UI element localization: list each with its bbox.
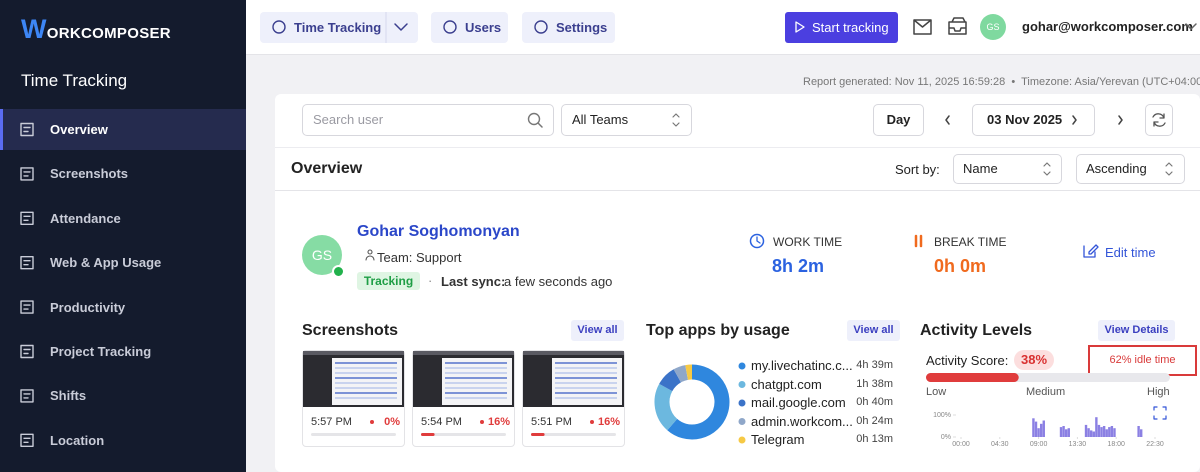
screenshot-card[interactable] <box>412 350 515 447</box>
sidebar-title: Time Tracking <box>21 71 128 90</box>
app-name: mail.google.com <box>751 395 846 410</box>
activity-percent: 16% <box>487 416 510 428</box>
break-time-value: 0h 0m <box>934 256 987 276</box>
level-label: High <box>1147 386 1170 398</box>
section-title: Screenshots <box>302 322 399 339</box>
activity-dot <box>370 420 374 424</box>
work-time-value: 8h 2m <box>772 256 825 276</box>
screenshot-time: 5:57 PM <box>311 416 352 428</box>
period-button[interactable] <box>873 104 924 136</box>
date-label: 03 Nov 2025 <box>987 112 1063 127</box>
app-time: 4h 39m <box>856 359 893 371</box>
nav-item[interactable] <box>0 420 246 461</box>
break-time-label: BREAK TIME <box>934 235 1007 249</box>
avatar-initials: GS <box>986 22 1000 32</box>
activity-percent: 0% <box>384 416 400 428</box>
period-label: Day <box>886 112 911 127</box>
screenshot-time: 5:54 PM <box>421 416 462 428</box>
nav-label: Productivity <box>50 299 126 315</box>
report-info: Report generated: Nov 11, 2025 16:59:28 … <box>803 76 1200 88</box>
screenshot-card[interactable] <box>302 350 405 447</box>
app-time: 0h 24m <box>856 414 893 427</box>
status-badge: Tracking <box>357 272 420 290</box>
nav-item[interactable] <box>0 198 246 239</box>
level-label: Medium <box>1026 386 1066 398</box>
view-all-button[interactable]: View all <box>571 320 624 341</box>
screenshot-time: 5:51 PM <box>531 416 572 428</box>
nav-label: Web & App Usage <box>50 255 162 271</box>
user-team: Team: Support <box>377 250 462 265</box>
team-select[interactable] <box>561 104 692 136</box>
nav-label: Overview <box>50 122 108 137</box>
logo: WORKCOMPOSER <box>21 14 171 44</box>
screenshot-card[interactable] <box>522 350 625 447</box>
app-time: 1h 38m <box>856 377 893 390</box>
app-name: chatgpt.com <box>751 376 822 392</box>
nav-item[interactable] <box>0 109 246 150</box>
user-name[interactable]: Gohar Soghomonyan <box>357 223 520 240</box>
sort-order-value: Ascending <box>1086 161 1147 176</box>
nav-label: Shifts <box>50 388 87 404</box>
app-name: admin.workcom... <box>751 413 853 429</box>
sort-field-value: Name <box>963 161 998 176</box>
activity-percent: 16% <box>597 416 620 428</box>
view-all-button[interactable]: View all <box>847 320 900 341</box>
online-dot <box>332 265 345 278</box>
view-details-button[interactable]: View Details <box>1098 320 1175 341</box>
overview-header <box>275 147 1200 191</box>
overview-title: Overview <box>291 160 363 177</box>
sidebar <box>0 0 246 472</box>
tab-label: Time Tracking <box>294 20 382 35</box>
section-title: Top apps by usage <box>646 322 790 339</box>
nav-label: Attendance <box>50 210 121 226</box>
nav-label: Project Tracking <box>50 344 152 359</box>
level-label: Low <box>926 386 947 398</box>
separator: · <box>428 273 433 288</box>
activity-dot <box>590 420 594 424</box>
user-initials: GS <box>311 247 333 263</box>
nav-label: Screenshots <box>50 166 129 182</box>
nav-label: Location <box>50 432 105 448</box>
start-label: Start tracking <box>812 20 889 35</box>
edit-time[interactable]: Edit time <box>1105 245 1156 260</box>
tab-label: Users <box>465 20 502 35</box>
section-title: Activity Levels <box>920 322 1033 339</box>
search-input[interactable] <box>302 104 554 136</box>
last-sync-label: Last sync: <box>441 274 506 289</box>
tab-button[interactable] <box>260 12 418 43</box>
app-name: Telegram <box>751 432 805 447</box>
separator: • <box>1008 76 1019 88</box>
report-generated: Report generated: Nov 11, 2025 16:59:28 <box>803 76 1006 88</box>
refresh-button[interactable] <box>1145 104 1173 136</box>
score-badge: 38% <box>1014 350 1054 370</box>
search-placeholder: Search user <box>313 112 384 127</box>
app-time: 0h 40m <box>856 396 893 408</box>
idle-time: 62% idle time <box>1088 345 1197 376</box>
avatar <box>980 14 1006 40</box>
activity-dot <box>480 420 484 424</box>
last-sync-value: a few seconds ago <box>504 274 613 289</box>
app-time: 0h 13m <box>856 433 893 445</box>
nav-item[interactable] <box>0 375 246 416</box>
team-value: All Teams <box>572 112 629 127</box>
work-time-label: WORK TIME <box>773 235 843 249</box>
app-name: my.livechatinc.c... <box>751 358 853 373</box>
sort-label: Sort by: <box>895 162 940 177</box>
tab-label: Settings <box>556 20 608 35</box>
score-label: Activity Score: <box>926 353 1009 368</box>
user-email[interactable]: gohar@workcomposer.com <box>1022 19 1193 34</box>
report-timezone: Timezone: Asia/Yerevan (UTC+04:00 <box>1021 76 1200 88</box>
